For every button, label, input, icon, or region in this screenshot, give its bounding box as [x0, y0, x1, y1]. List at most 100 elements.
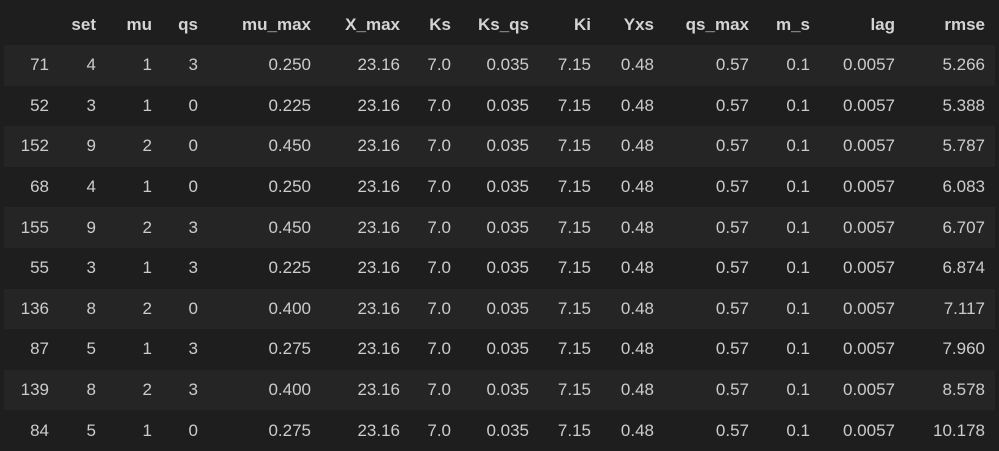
column-header-rmse: rmse	[944, 15, 985, 34]
cell-m-s: 0.1	[786, 95, 810, 115]
cell-ks: 7.0	[427, 217, 451, 237]
cell-ks: 7.0	[427, 298, 451, 318]
cell-mu-max: 0.450	[268, 217, 311, 237]
cell-m-s: 0.1	[786, 420, 810, 440]
cell-ks-qs: 0.035	[486, 217, 529, 237]
cell-ks-qs: 0.035	[486, 339, 529, 359]
cell-qs: 3	[188, 55, 198, 75]
cell-qs: 0	[188, 420, 198, 440]
cell-set: 8	[86, 380, 96, 400]
cell-qs-max: 0.57	[715, 217, 749, 237]
cell-ki: 7.15	[557, 298, 591, 318]
cell-set: 4	[86, 177, 96, 197]
column-header-set: set	[71, 15, 96, 34]
cell-yxs: 0.48	[620, 177, 654, 197]
column-header-m-s: m_s	[775, 15, 810, 34]
cell-rmse: 6.083	[942, 177, 985, 197]
cell-lag: 0.0057	[843, 95, 895, 115]
column-header-ks-qs: Ks_qs	[477, 15, 529, 34]
column-header-qs: qs	[178, 15, 198, 34]
cell-ks-qs: 0.035	[486, 55, 529, 75]
column-header-yxs: Yxs	[623, 15, 654, 34]
cell-rmse: 5.787	[942, 136, 985, 156]
row-index-cell: 152	[20, 136, 49, 156]
row-index-cell: 87	[30, 339, 49, 359]
table-row: 136 8 2 0 0.400 23.16 7.0 0.035 7.15 0.48 0.57 0.1 0…	[4, 288, 995, 330]
cell-yxs: 0.48	[620, 136, 654, 156]
cell-mu-max: 0.225	[268, 258, 311, 278]
column-header-mu: mu	[126, 15, 153, 34]
cell-set: 4	[86, 55, 96, 75]
cell-ki: 7.15	[557, 95, 591, 115]
cell-set: 3	[86, 95, 96, 115]
cell-mu: 1	[142, 95, 152, 115]
cell-lag: 0.0057	[843, 177, 895, 197]
cell-x-max: 23.16	[357, 136, 400, 156]
cell-qs: 3	[188, 217, 198, 237]
cell-qs: 3	[188, 258, 198, 278]
cell-x-max: 23.16	[357, 177, 400, 197]
cell-lag: 0.0057	[843, 380, 895, 400]
cell-rmse: 5.388	[942, 95, 985, 115]
cell-yxs: 0.48	[620, 339, 654, 359]
cell-ks: 7.0	[427, 380, 451, 400]
cell-ki: 7.15	[557, 217, 591, 237]
cell-rmse: 7.117	[943, 298, 985, 318]
cell-mu: 1	[142, 420, 152, 440]
header-row: set mu qs mu_max X_max Ks Ks_qs Ki Yxs q…	[4, 5, 995, 45]
row-index-cell: 52	[30, 95, 49, 115]
table-row: 84 5 1 0 0.275 23.16 7.0 0.035 7.15 0.48 0.57 0.1 0.…	[4, 410, 995, 451]
cell-mu-max: 0.275	[268, 339, 311, 359]
row-index-cell: 71	[30, 55, 49, 75]
table-row: 155 9 2 3 0.450 23.16 7.0 0.035 7.15 0.48 0.57 0.1 0…	[4, 207, 995, 248]
cell-yxs: 0.48	[620, 95, 654, 115]
cell-qs: 3	[188, 339, 198, 359]
cell-qs-max: 0.57	[715, 298, 749, 318]
cell-m-s: 0.1	[786, 339, 810, 359]
cell-mu: 2	[142, 136, 152, 156]
cell-mu-max: 0.225	[268, 95, 311, 115]
cell-rmse: 6.874	[942, 258, 985, 278]
cell-yxs: 0.48	[620, 420, 654, 440]
cell-ks: 7.0	[427, 420, 451, 440]
cell-rmse: 6.707	[942, 217, 985, 237]
cell-rmse: 8.578	[942, 380, 985, 400]
cell-yxs: 0.48	[620, 380, 654, 400]
cell-yxs: 0.48	[620, 298, 654, 318]
cell-ks: 7.0	[427, 258, 451, 278]
index-header	[4, 5, 59, 45]
cell-qs-max: 0.57	[715, 420, 749, 440]
cell-m-s: 0.1	[786, 136, 810, 156]
cell-lag: 0.0057	[843, 258, 895, 278]
cell-qs-max: 0.57	[715, 136, 749, 156]
cell-lag: 0.0057	[843, 298, 895, 318]
cell-lag: 0.0057	[843, 55, 895, 75]
table-row: 152 9 2 0 0.450 23.16 7.0 0.035 7.15 0.48 0.57 0.1 0…	[4, 126, 995, 167]
cell-mu: 2	[142, 380, 152, 400]
cell-lag: 0.0057	[843, 217, 895, 237]
cell-x-max: 23.16	[357, 380, 400, 400]
cell-qs: 0	[188, 298, 198, 318]
table-row: 71 4 1 3 0.250 23.16 7.0 0.035 7.15 0.48 0.57 0.1 0.…	[4, 45, 995, 86]
cell-m-s: 0.1	[786, 177, 810, 197]
row-index-cell: 139	[20, 380, 49, 400]
cell-ki: 7.15	[557, 55, 591, 75]
column-header-ks: Ks	[429, 15, 451, 34]
cell-mu: 2	[142, 298, 152, 318]
cell-qs-max: 0.57	[715, 380, 749, 400]
column-header-qs-max: qs_max	[685, 15, 749, 34]
cell-lag: 0.0057	[843, 339, 895, 359]
cell-rmse: 10.178	[933, 420, 985, 440]
cell-mu-max: 0.450	[268, 136, 311, 156]
cell-set: 5	[86, 420, 96, 440]
cell-mu: 2	[142, 217, 152, 237]
table-row: 52 3 1 0 0.225 23.16 7.0 0.035 7.15 0.48 0.57 0.1 0.…	[4, 85, 995, 127]
cell-m-s: 0.1	[786, 298, 810, 318]
cell-m-s: 0.1	[786, 380, 810, 400]
cell-rmse: 5.266	[942, 55, 985, 75]
cell-qs-max: 0.57	[715, 55, 749, 75]
cell-mu-max: 0.400	[268, 298, 311, 318]
column-header-x-max: X_max	[345, 15, 400, 34]
row-index-cell: 68	[30, 177, 49, 197]
